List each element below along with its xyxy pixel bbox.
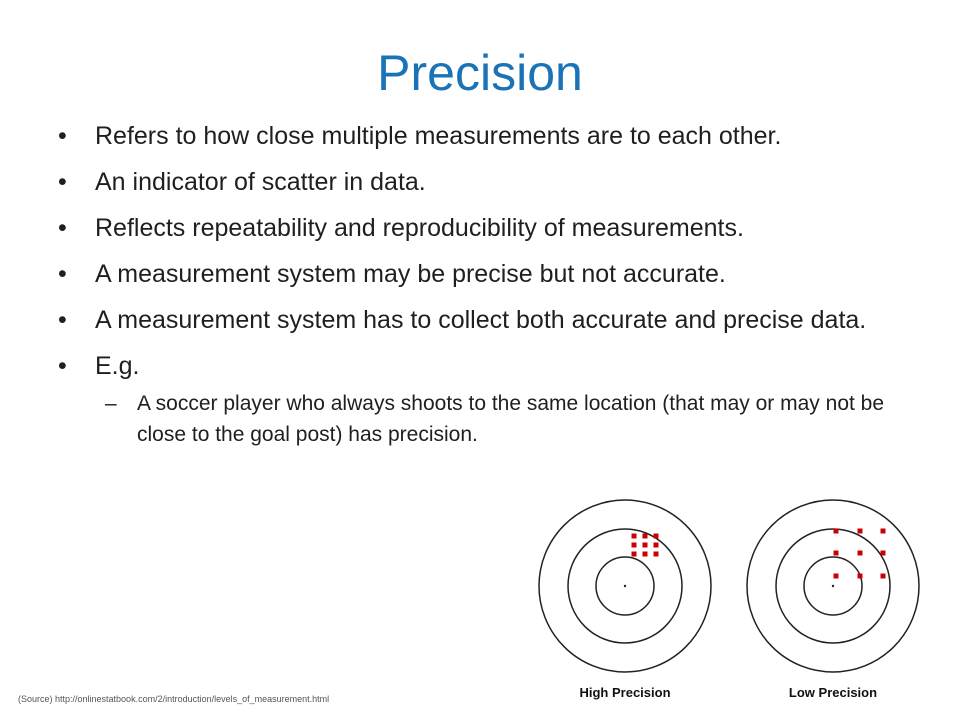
low-precision-label: Low Precision xyxy=(789,685,877,700)
sub-bullet-dash: – xyxy=(105,392,117,415)
high-precision-shot-marker xyxy=(631,533,637,539)
bullet-dot: • xyxy=(58,214,67,242)
low-precision-target: Low Precision xyxy=(746,499,920,700)
target-outer-ring xyxy=(538,499,712,673)
bullet-text: A measurement system may be precise but … xyxy=(95,260,726,288)
bullet-text: Reflects repeatability and reproducibili… xyxy=(95,214,744,242)
bullet-text: A measurement system has to collect both… xyxy=(95,306,867,334)
bullet-item: • A measurement system has to collect bo… xyxy=(58,302,918,338)
high-precision-shot-marker xyxy=(631,551,637,557)
bullet-text: E.g. xyxy=(95,352,140,380)
slide-title: Precision xyxy=(377,45,583,101)
high-precision-shots xyxy=(631,533,659,557)
target-center-dot xyxy=(623,584,627,588)
bullet-dot: • xyxy=(58,352,67,380)
low-precision-shot-marker xyxy=(833,550,839,556)
bullet-dot: • xyxy=(58,260,67,288)
sub-bullet-list: – A soccer player who always shoots to t… xyxy=(95,388,918,450)
bullet-dot: • xyxy=(58,122,67,150)
low-precision-shots xyxy=(833,528,886,579)
bullet-text: Refers to how close multiple measurement… xyxy=(95,122,782,150)
low-precision-shot-marker xyxy=(880,573,886,579)
bullet-item: • E.g. – A soccer player who always shoo… xyxy=(58,348,918,450)
high-precision-shot-marker xyxy=(653,542,659,548)
low-precision-shot-marker xyxy=(833,573,839,579)
target-middle-ring xyxy=(775,528,891,644)
bullet-item: • A measurement system may be precise bu… xyxy=(58,256,918,292)
target-middle-ring xyxy=(567,528,683,644)
precision-targets-figure: High Precision Low Precision xyxy=(538,499,920,700)
bullet-item: • An indicator of scatter in data. xyxy=(58,164,918,200)
low-precision-shot-marker xyxy=(880,550,886,556)
target-center-dot xyxy=(831,584,835,588)
bullet-list: • Refers to how close multiple measureme… xyxy=(58,118,918,460)
bullet-text: An indicator of scatter in data. xyxy=(95,168,426,196)
high-precision-shot-marker xyxy=(642,533,648,539)
bullet-item: • Reflects repeatability and reproducibi… xyxy=(58,210,918,246)
low-precision-shot-marker xyxy=(857,528,863,534)
target-outer-ring xyxy=(746,499,920,673)
low-precision-shot-marker xyxy=(857,573,863,579)
bullet-dot: • xyxy=(58,168,67,196)
sub-bullet-text: A soccer player who always shoots to the… xyxy=(137,392,885,446)
low-precision-shot-marker xyxy=(833,528,839,534)
high-precision-shot-marker xyxy=(642,542,648,548)
high-precision-shot-marker xyxy=(653,551,659,557)
high-precision-shot-marker xyxy=(642,551,648,557)
high-precision-label: High Precision xyxy=(579,685,670,700)
low-precision-shot-marker xyxy=(857,550,863,556)
high-precision-target: High Precision xyxy=(538,499,712,700)
target-inner-ring xyxy=(803,556,863,616)
low-precision-shot-marker xyxy=(880,528,886,534)
high-precision-shot-marker xyxy=(631,542,637,548)
source-citation: (Source) http://onlinestatbook.com/2/int… xyxy=(18,694,330,704)
bullet-item: • Refers to how close multiple measureme… xyxy=(58,118,918,154)
high-precision-shot-marker xyxy=(653,533,659,539)
target-inner-ring xyxy=(595,556,655,616)
bullet-dot: • xyxy=(58,306,67,334)
sub-bullet-item: – A soccer player who always shoots to t… xyxy=(95,388,897,450)
